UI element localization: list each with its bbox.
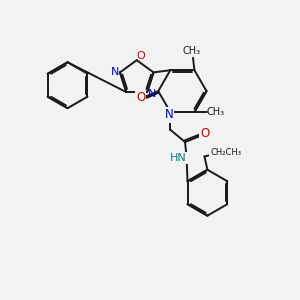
Text: CH₂CH₃: CH₂CH₃ (210, 148, 241, 157)
Text: O: O (136, 92, 145, 104)
Text: N: N (148, 88, 157, 99)
Text: O: O (200, 127, 210, 140)
Text: O: O (136, 51, 145, 61)
Text: N: N (110, 68, 119, 77)
Text: CH₃: CH₃ (182, 46, 201, 56)
Text: HN: HN (170, 153, 187, 163)
Text: CH₃: CH₃ (206, 107, 224, 117)
Text: N: N (164, 109, 173, 122)
